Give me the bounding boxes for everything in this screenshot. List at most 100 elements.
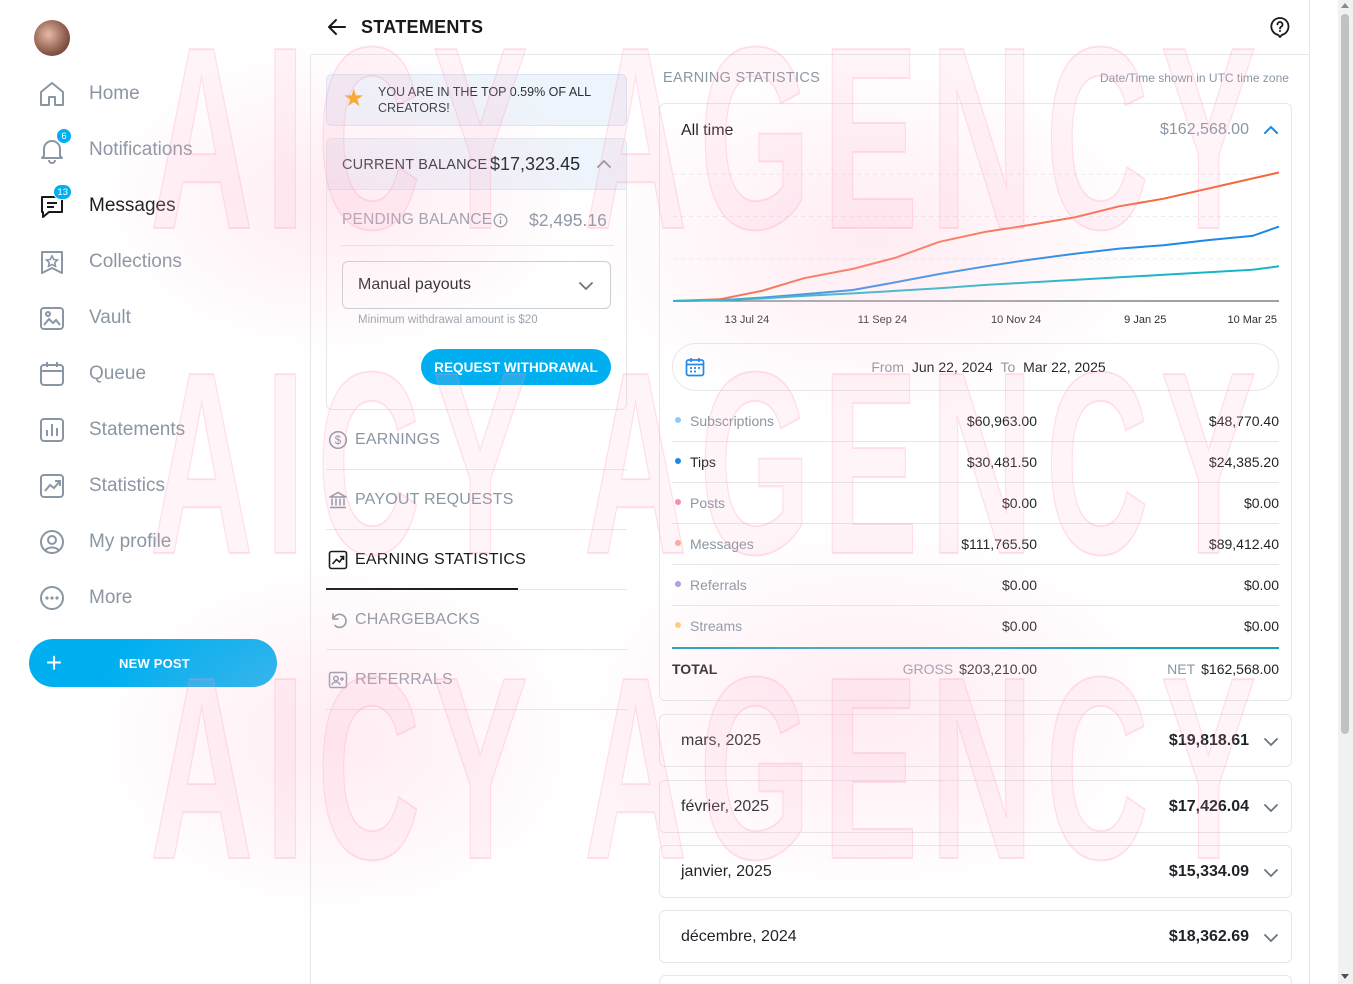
month-card-partial[interactable] [659, 975, 1292, 984]
menu-item-payout-requests[interactable]: PAYOUT REQUESTS [326, 470, 627, 530]
payout-mode-select[interactable]: Manual payouts [342, 261, 611, 309]
star-icon: ★ [343, 85, 365, 112]
chevron-down-icon [1262, 929, 1280, 947]
legend-dot [675, 458, 681, 464]
month-card[interactable]: mars, 2025 $19,818.61 [659, 714, 1292, 767]
chevron-up-icon[interactable] [595, 155, 613, 173]
date-range-picker[interactable]: From Jun 22, 2024 To Mar 22, 2025 [672, 343, 1279, 391]
earnings-line-chart: 13 Jul 24 11 Sep 24 10 Nov 24 9 Jan 25 10 Ma… [672, 171, 1280, 326]
divider [341, 245, 614, 246]
stat-gross: $0.00 [1001, 495, 1037, 511]
month-card[interactable]: janvier, 2025 $15,334.09 [659, 845, 1292, 898]
stat-name: Posts [690, 495, 726, 511]
scroll-up-arrow[interactable] [1341, 3, 1349, 8]
menu-item-earnings[interactable]: $ EARNINGS [326, 410, 627, 470]
current-balance-header[interactable]: CURRENT BALANCE $17,323.45 [327, 139, 626, 190]
legend-dot [675, 540, 681, 546]
chart-series-line-2 [672, 265, 1280, 302]
notifications-badge: 6 [56, 128, 72, 144]
info-icon[interactable] [493, 213, 508, 228]
period-label[interactable]: All time [681, 122, 734, 139]
sidebar-item-my-profile[interactable]: My profile [38, 522, 171, 562]
new-post-button[interactable]: + NEW POST [29, 639, 277, 687]
legend-dot [675, 499, 681, 505]
chart-series-line-1 [672, 225, 1280, 302]
sidebar-item-queue[interactable]: Queue [38, 354, 146, 394]
pending-balance-value: $2,495.16 [529, 210, 607, 230]
menu-item-chargebacks[interactable]: CHARGEBACKS [326, 590, 627, 650]
sidebar-item-label: Vault [89, 307, 131, 328]
stat-name: Subscriptions [690, 413, 775, 429]
menu-item-label: EARNING STATISTICS [355, 551, 527, 568]
stat-net: $89,412.40 [1208, 536, 1279, 552]
total-gross: GROSS $203,210.00 [903, 661, 1037, 677]
home-icon [38, 80, 66, 108]
stat-row-posts: Posts $0.00 $0.00 [672, 483, 1279, 524]
messages-badge: 13 [53, 184, 72, 200]
stat-name: Referrals [690, 577, 747, 593]
date-from-label: From [871, 359, 904, 375]
stat-gross: $111,765.50 [961, 536, 1037, 552]
total-gross-value: $203,210.00 [959, 661, 1037, 677]
menu-item-earning-statistics[interactable]: EARNING STATISTICS [326, 530, 627, 590]
stat-gross: $0.00 [1001, 577, 1037, 593]
chart-up-icon [328, 550, 348, 570]
balance-card: CURRENT BALANCE $17,323.45 PENDING BALAN… [326, 138, 627, 410]
sidebar-item-home[interactable]: Home [38, 74, 140, 114]
menu-item-referrals[interactable]: REFERRALS [326, 650, 627, 710]
scroll-down-arrow[interactable] [1341, 974, 1349, 979]
sidebar-item-statistics[interactable]: Statistics [38, 466, 165, 506]
avatar[interactable] [34, 20, 70, 56]
month-card[interactable]: février, 2025 $17,426.04 [659, 780, 1292, 833]
menu-item-label: CHARGEBACKS [355, 611, 480, 628]
sidebar-item-messages[interactable]: 13 Messages [38, 184, 176, 226]
stat-net: $48,770.40 [1208, 413, 1279, 429]
stat-name: Tips [690, 454, 716, 470]
sidebar-item-label: Collections [89, 251, 182, 272]
scrollbar[interactable] [1338, 0, 1353, 984]
scrollbar-thumb[interactable] [1341, 14, 1349, 734]
sidebar-item-label: Home [89, 83, 140, 104]
statements-icon [38, 416, 66, 444]
statistics-icon [38, 472, 66, 500]
chart-x-tick-label: 11 Sep 24 [858, 314, 907, 326]
vault-icon [38, 304, 66, 332]
column-divider [310, 55, 311, 984]
sidebar-item-vault[interactable]: Vault [38, 298, 131, 338]
menu-item-label: REFERRALS [355, 671, 453, 688]
svg-text:$: $ [335, 435, 342, 447]
month-amount: $18,362.69 [1168, 928, 1249, 945]
chevron-down-icon [1262, 864, 1280, 882]
sidebar-item-more[interactable]: More [38, 578, 132, 618]
stat-gross: $60,963.00 [966, 413, 1037, 429]
stat-row-streams: Streams $0.00 $0.00 [672, 606, 1279, 647]
chevron-up-icon[interactable] [1262, 121, 1280, 139]
stat-row-tips: Tips $30,481.50 $24,385.20 [672, 442, 1279, 483]
sidebar-item-notifications[interactable]: 6 Notifications [38, 128, 193, 170]
request-withdrawal-button[interactable]: REQUEST WITHDRAWAL [421, 349, 611, 385]
month-amount: $15,334.09 [1168, 863, 1249, 880]
menu-item-label: PAYOUT REQUESTS [355, 491, 514, 508]
collections-icon [38, 248, 66, 276]
page-header: STATEMENTS [311, 0, 1309, 55]
stat-net: $0.00 [1243, 495, 1279, 511]
date-from-value: Jun 22, 2024 [911, 359, 993, 375]
sidebar-item-collections[interactable]: Collections [38, 242, 182, 282]
calendar-icon [684, 356, 706, 378]
stat-name: Messages [690, 536, 754, 552]
sidebar-item-label: More [89, 587, 133, 608]
sidebar-item-label: Statements [89, 419, 186, 440]
more-icon [38, 584, 66, 612]
back-arrow-icon[interactable] [326, 16, 348, 38]
sidebar-item-statements[interactable]: Statements [38, 410, 185, 450]
stat-row-subscriptions: Subscriptions $60,963.00 $48,770.40 [672, 401, 1279, 442]
bell-icon: 6 [38, 128, 72, 164]
chart-x-tick-label: 10 Nov 24 [991, 314, 1041, 326]
timezone-note: Date/Time shown in UTC time zone [1100, 71, 1289, 85]
chevron-down-icon [1262, 733, 1280, 751]
stat-net: $24,385.20 [1208, 454, 1279, 470]
month-card[interactable]: décembre, 2024 $18,362.69 [659, 910, 1292, 963]
menu-item-label: EARNINGS [355, 431, 441, 448]
help-icon[interactable] [1269, 16, 1291, 38]
payout-mode-value: Manual payouts [358, 276, 471, 293]
